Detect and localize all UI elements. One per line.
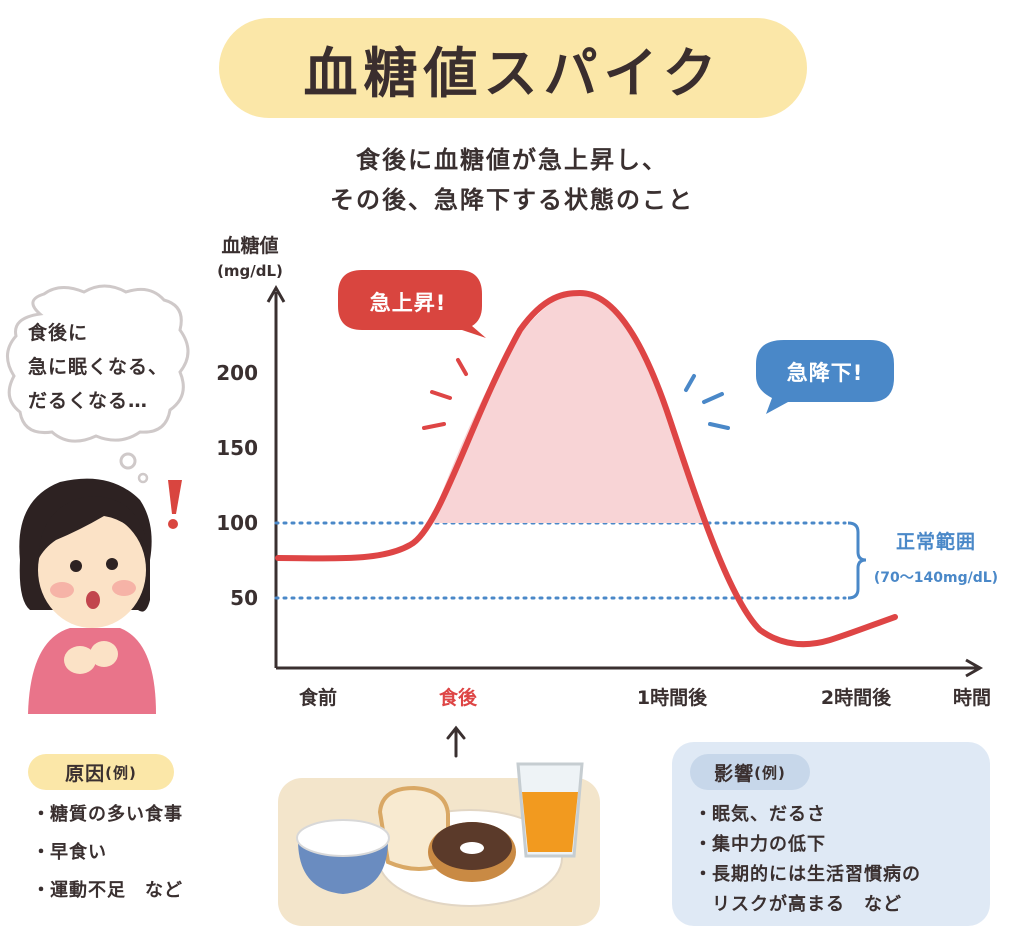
list-item: ・集中力の低下 <box>694 830 826 856</box>
bullet: ・ <box>32 880 51 901</box>
thought-line-2: 急に眠くなる、 <box>28 356 169 378</box>
x-tick-label: 2時間後 <box>821 686 892 709</box>
thought-line-3: だるくなる… <box>28 390 149 412</box>
title-banner: 血糖値スパイク <box>219 18 807 118</box>
cause-item-3: 運動不足 など <box>50 880 183 901</box>
effect-item-2: 集中力の低下 <box>712 834 826 855</box>
list-item: ・長期的には生活習慣病の <box>694 860 921 886</box>
subtitle-line-1: 食後に血糖値が急上昇し、 <box>356 146 668 174</box>
thought-text-block: 食後に 急に眠くなる、 だるくなる… <box>4 296 184 442</box>
up-arrow-icon <box>446 725 466 758</box>
effects-title: 影響 <box>714 762 755 785</box>
causes-heading: 原因 (例) <box>28 754 174 790</box>
x-tick-label: 1時間後 <box>637 686 708 709</box>
fall-callout-label: 急降下! <box>787 361 864 385</box>
list-item: ・眠気、だるさ <box>694 800 826 826</box>
effects-paren: (例) <box>754 763 786 782</box>
effects-heading: 影響 (例) <box>690 754 810 790</box>
y-tick-label: 200 <box>216 361 258 385</box>
causes-paren: (例) <box>105 763 137 782</box>
effect-item-3: 長期的には生活習慣病の <box>712 864 921 885</box>
bullet: ・ <box>32 804 51 825</box>
exclamation-icon <box>168 480 182 529</box>
chart-axes <box>266 284 984 678</box>
fall-callout: 急降下! <box>756 340 894 414</box>
list-item: ・運動不足 など <box>32 876 183 902</box>
y-tick-label: 100 <box>216 511 258 535</box>
y-axis-label: 血糖値 <box>221 234 278 257</box>
bullet: ・ <box>32 842 51 863</box>
x-tick-label: 食後 <box>439 686 478 709</box>
bullet: ・ <box>694 864 713 885</box>
x-tick-labels: 食前 食後 1時間後 2時間後 <box>299 686 892 709</box>
normal-range-bracket <box>847 521 867 600</box>
x-tick-label: 食前 <box>299 686 337 709</box>
causes-title: 原因 <box>65 762 106 785</box>
cause-item-1: 糖質の多い食事 <box>50 804 183 825</box>
list-item: ・早食い <box>32 838 107 864</box>
y-tick-labels: 50 100 150 200 <box>216 361 258 610</box>
bullet: ・ <box>694 804 713 825</box>
effect-item-1: 眠気、だるさ <box>712 804 826 825</box>
rise-callout-label: 急上昇! <box>370 291 447 315</box>
page-title: 血糖値スパイク <box>303 41 723 105</box>
list-item: ・糖質の多い食事 <box>32 800 183 826</box>
rise-emphasis-lines <box>422 358 468 430</box>
thought-bubble <box>6 284 190 484</box>
effects-list: ・眠気、だるさ ・集中力の低下 ・長期的には生活習慣病の リスクが高まる など <box>690 796 986 922</box>
bullet: ・ <box>694 834 713 855</box>
y-tick-label: 50 <box>230 586 258 610</box>
glucose-curve <box>275 289 898 648</box>
spike-area-fill <box>430 293 705 523</box>
subtitle-line-2: その後、急降下する状態のこと <box>330 186 694 214</box>
effect-item-3-continued: リスクが高まる など <box>712 894 902 915</box>
cause-item-2: 早食い <box>50 842 107 863</box>
normal-range-label: 正常範囲 <box>896 530 976 553</box>
meal-illustration <box>278 762 600 926</box>
normal-range-detail: (70〜140mg/dL) <box>874 570 998 586</box>
y-tick-label: 150 <box>216 436 258 460</box>
y-axis-unit: (mg/dL) <box>217 262 283 280</box>
woman-illustration <box>19 478 156 714</box>
causes-list: ・糖質の多い食事 ・早食い ・運動不足 など <box>28 796 288 916</box>
fall-emphasis-lines <box>684 374 730 430</box>
x-axis-label: 時間 <box>953 687 991 709</box>
rise-callout: 急上昇! <box>338 270 486 338</box>
thought-line-1: 食後に <box>28 322 89 344</box>
